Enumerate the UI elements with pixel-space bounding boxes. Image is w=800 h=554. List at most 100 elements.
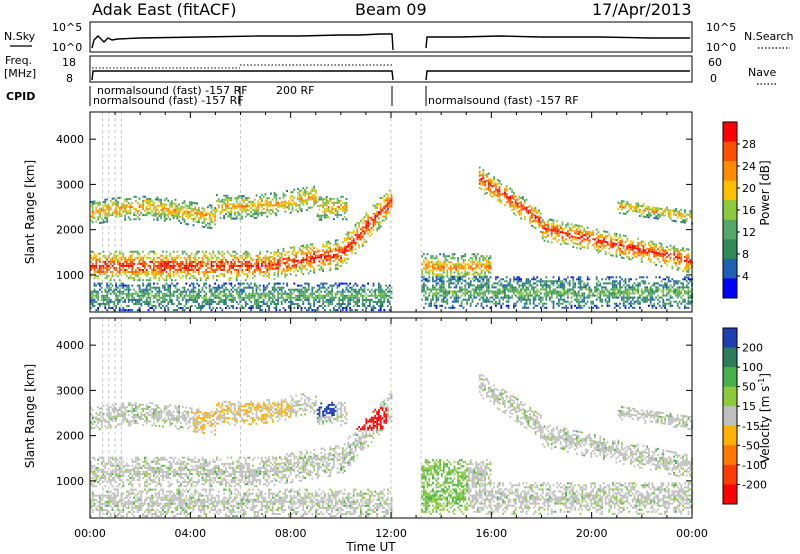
echo-cell bbox=[187, 269, 189, 271]
echo-cell bbox=[298, 305, 301, 307]
echo-cell bbox=[383, 300, 386, 303]
echo-cell bbox=[259, 284, 261, 287]
echo-cell bbox=[268, 205, 270, 208]
echo-cell bbox=[142, 208, 144, 210]
echo-cell bbox=[387, 305, 389, 307]
echo-cell bbox=[450, 267, 452, 270]
echo-cell bbox=[241, 264, 243, 267]
echo-cell bbox=[118, 279, 121, 282]
echo-cell bbox=[552, 221, 555, 224]
echo-cell bbox=[390, 296, 393, 299]
echo-cell bbox=[241, 282, 243, 285]
echo-cell bbox=[534, 206, 537, 209]
echo-cell bbox=[538, 298, 540, 301]
echo-cell bbox=[349, 282, 351, 285]
echo-cell bbox=[329, 262, 332, 265]
echo-cell bbox=[556, 280, 558, 283]
echo-cell bbox=[514, 288, 517, 291]
echo-cell bbox=[194, 286, 197, 289]
echo-cell bbox=[100, 269, 103, 271]
echo-cell bbox=[349, 307, 351, 309]
echo-cell bbox=[109, 300, 112, 303]
echo-cell bbox=[370, 309, 373, 312]
echo-cell bbox=[198, 219, 200, 221]
echo-cell bbox=[127, 198, 130, 201]
echo-cell bbox=[127, 267, 130, 269]
echo-cell bbox=[446, 298, 449, 301]
echo-cell bbox=[270, 264, 272, 267]
echo-cell bbox=[563, 300, 566, 303]
echo-cell bbox=[504, 190, 506, 192]
echo-cell bbox=[543, 284, 546, 287]
echo-cell bbox=[176, 296, 179, 299]
echo-cell bbox=[327, 200, 330, 202]
echo-cell bbox=[522, 196, 524, 199]
echo-cell bbox=[261, 204, 263, 206]
echo-cell bbox=[93, 216, 96, 219]
echo-cell bbox=[234, 217, 236, 220]
echo-cell bbox=[379, 288, 382, 291]
echo-cell bbox=[525, 302, 528, 305]
echo-cell bbox=[230, 197, 233, 200]
echo-cell bbox=[115, 254, 117, 257]
echo-cell bbox=[356, 296, 359, 299]
echo-cell bbox=[387, 290, 389, 293]
echo-cell bbox=[424, 290, 427, 293]
echo-cell bbox=[302, 265, 305, 268]
echo-cell bbox=[140, 262, 143, 265]
echo-cell bbox=[241, 256, 243, 259]
echo-cell bbox=[585, 232, 587, 235]
echo-cell bbox=[441, 290, 443, 293]
echo-cell bbox=[264, 258, 267, 261]
echo-cell bbox=[239, 294, 242, 297]
echo-cell bbox=[142, 296, 144, 299]
echo-cell bbox=[538, 219, 540, 222]
echo-cell bbox=[381, 207, 384, 210]
echo-cell bbox=[471, 300, 474, 303]
echo-cell bbox=[205, 212, 207, 214]
echo-cell bbox=[520, 201, 522, 204]
echo-cell bbox=[471, 269, 474, 272]
echo-cell bbox=[489, 265, 492, 268]
echo-cell bbox=[255, 267, 258, 269]
echo-cell bbox=[232, 296, 234, 299]
echo-cell bbox=[232, 298, 234, 301]
echo-cell bbox=[192, 300, 195, 303]
echo-cell bbox=[430, 269, 432, 272]
echo-cell bbox=[257, 269, 260, 271]
echo-cell bbox=[297, 303, 299, 305]
echo-cell bbox=[216, 256, 218, 259]
echo-cell bbox=[241, 197, 243, 200]
echo-cell bbox=[158, 303, 161, 305]
echo-cell bbox=[142, 214, 144, 217]
echo-cell bbox=[504, 290, 506, 293]
echo-cell bbox=[172, 202, 175, 205]
echo-cell bbox=[532, 207, 535, 210]
echo-cell bbox=[376, 296, 378, 299]
echo-cell bbox=[325, 242, 328, 245]
echo-cell bbox=[471, 267, 474, 270]
echo-cell bbox=[520, 280, 522, 283]
echo-cell bbox=[219, 216, 222, 219]
echo-cell bbox=[275, 263, 278, 266]
echo-cell bbox=[288, 255, 290, 258]
echo-cell bbox=[325, 292, 328, 295]
echo-cell bbox=[131, 309, 134, 312]
echo-cell bbox=[163, 286, 166, 289]
echo-cell bbox=[460, 300, 463, 303]
echo-cell bbox=[327, 256, 330, 259]
echo-cell bbox=[149, 200, 152, 203]
echo-cell bbox=[594, 246, 596, 249]
echo-cell bbox=[333, 254, 335, 256]
echo-cell bbox=[484, 271, 486, 274]
echo-cell bbox=[586, 247, 589, 250]
echo-cell bbox=[131, 269, 134, 271]
echo-cell bbox=[239, 205, 242, 208]
echo-cell bbox=[577, 230, 580, 233]
echo-cell bbox=[331, 208, 333, 210]
echo-cell bbox=[106, 282, 108, 285]
echo-cell bbox=[502, 296, 504, 299]
echo-cell bbox=[441, 280, 443, 283]
echo-cell bbox=[108, 210, 110, 213]
echo-cell bbox=[275, 208, 278, 211]
